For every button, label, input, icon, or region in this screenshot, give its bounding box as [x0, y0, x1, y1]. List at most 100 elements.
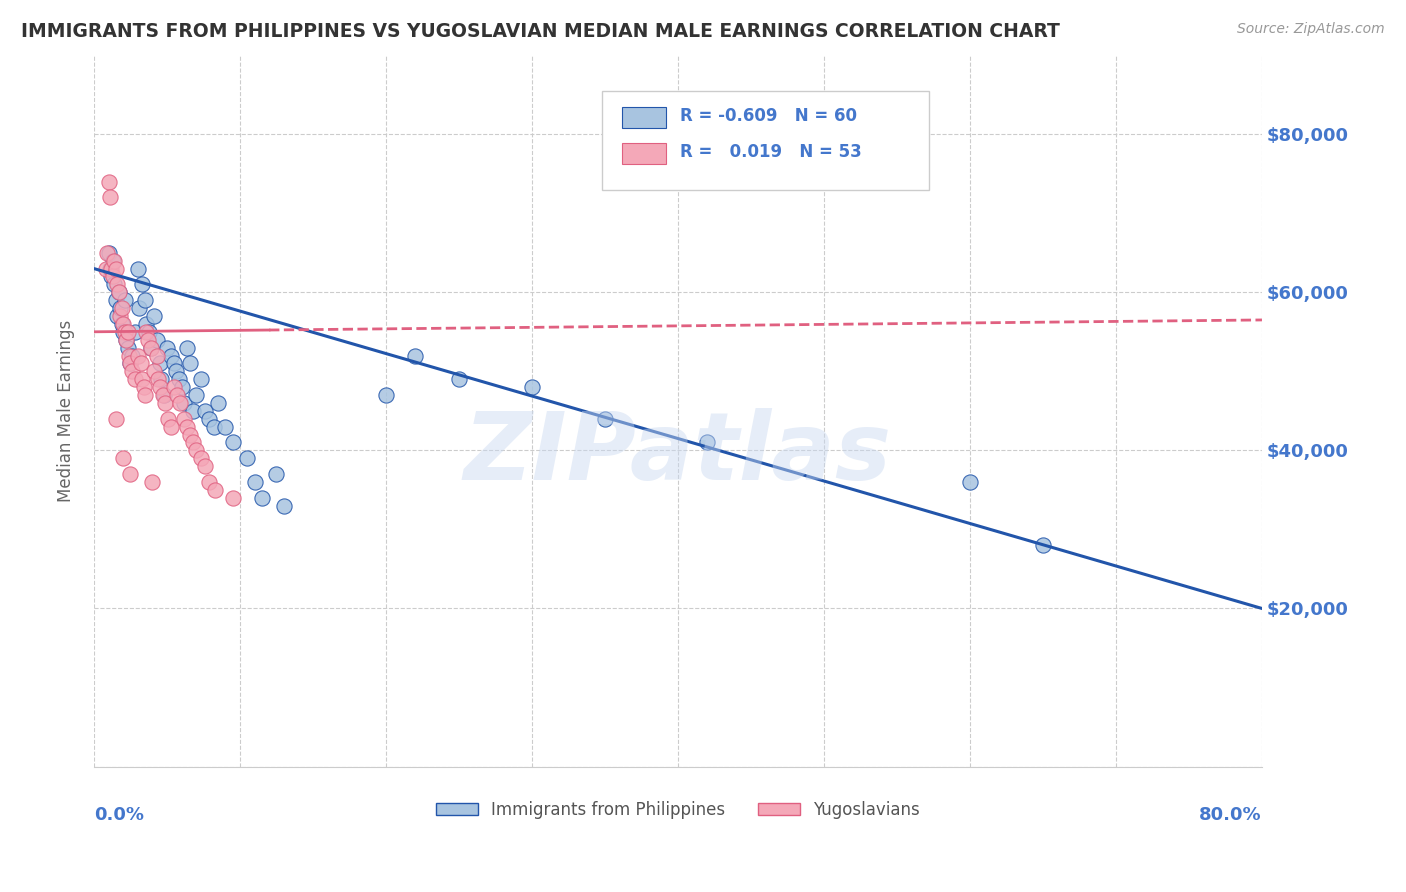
Point — [118, 349, 141, 363]
Point — [117, 325, 139, 339]
Point — [97, 245, 120, 260]
Point — [176, 419, 198, 434]
Point — [184, 443, 207, 458]
Point — [132, 380, 155, 394]
Text: R = -0.609   N = 60: R = -0.609 N = 60 — [681, 107, 858, 125]
Point — [98, 261, 121, 276]
Point — [150, 372, 173, 386]
Point — [127, 349, 149, 363]
Point — [97, 175, 120, 189]
Bar — [621, 107, 666, 128]
Point — [108, 301, 131, 315]
Point — [190, 451, 212, 466]
Point — [94, 261, 117, 276]
Point — [139, 341, 162, 355]
Point — [131, 277, 153, 292]
Point — [105, 277, 128, 292]
Point — [142, 309, 165, 323]
Point — [266, 467, 288, 481]
Point — [184, 388, 207, 402]
Point — [696, 435, 718, 450]
Point — [112, 317, 135, 331]
Text: IMMIGRANTS FROM PHILIPPINES VS YUGOSLAVIAN MEDIAN MALE EARNINGS CORRELATION CHAR: IMMIGRANTS FROM PHILIPPINES VS YUGOSLAVI… — [21, 22, 1060, 41]
Point — [100, 269, 122, 284]
Point — [214, 419, 236, 434]
Point — [111, 317, 134, 331]
Point — [179, 356, 201, 370]
Point — [120, 356, 142, 370]
Point — [124, 372, 146, 386]
Text: R =   0.019   N = 53: R = 0.019 N = 53 — [681, 143, 862, 161]
Point — [141, 475, 163, 489]
Point — [155, 396, 177, 410]
Point — [221, 435, 243, 450]
Point — [121, 364, 143, 378]
Point — [101, 253, 124, 268]
Point — [149, 380, 172, 394]
Point — [163, 356, 186, 370]
Point — [152, 388, 174, 402]
Point — [250, 491, 273, 505]
Point — [136, 333, 159, 347]
Point — [107, 285, 129, 300]
Point — [107, 285, 129, 300]
Point — [167, 372, 190, 386]
Point — [128, 301, 150, 315]
Point — [447, 372, 470, 386]
Point — [134, 388, 156, 402]
Text: ZIPatlas: ZIPatlas — [464, 408, 891, 500]
Point — [103, 253, 125, 268]
Point — [114, 325, 136, 339]
Point — [1032, 538, 1054, 552]
Point — [273, 499, 295, 513]
Point — [194, 459, 217, 474]
Point — [120, 467, 142, 481]
Point — [404, 349, 426, 363]
Point — [131, 372, 153, 386]
Point — [194, 404, 217, 418]
Point — [165, 364, 187, 378]
Point — [117, 341, 139, 355]
Point — [190, 372, 212, 386]
Bar — [621, 143, 666, 164]
Point — [170, 380, 193, 394]
Point — [207, 396, 229, 410]
Point — [129, 356, 152, 370]
Point — [156, 341, 179, 355]
Point — [236, 451, 259, 466]
Point — [181, 435, 204, 450]
Point — [105, 309, 128, 323]
Point — [204, 483, 226, 497]
Point — [120, 356, 142, 370]
Point — [121, 349, 143, 363]
Y-axis label: Median Male Earnings: Median Male Earnings — [58, 319, 75, 502]
Point — [243, 475, 266, 489]
Text: 80.0%: 80.0% — [1199, 805, 1263, 823]
Point — [149, 356, 172, 370]
Point — [146, 372, 169, 386]
Point — [160, 419, 183, 434]
Point — [134, 293, 156, 308]
Text: 0.0%: 0.0% — [94, 805, 143, 823]
Point — [176, 341, 198, 355]
Point — [100, 261, 122, 276]
Legend: Immigrants from Philippines, Yugoslavians: Immigrants from Philippines, Yugoslavian… — [429, 795, 927, 826]
Point — [127, 261, 149, 276]
Point — [181, 404, 204, 418]
Point — [96, 245, 118, 260]
Point — [139, 341, 162, 355]
Point — [103, 277, 125, 292]
Point — [124, 325, 146, 339]
Point — [101, 269, 124, 284]
Point — [198, 411, 221, 425]
Point — [112, 325, 135, 339]
Point — [198, 475, 221, 489]
Point — [112, 451, 135, 466]
Point — [115, 333, 138, 347]
Point — [157, 411, 180, 425]
Point — [145, 333, 167, 347]
Point — [173, 396, 195, 410]
Point — [135, 325, 157, 339]
Point — [114, 293, 136, 308]
Point — [173, 411, 195, 425]
